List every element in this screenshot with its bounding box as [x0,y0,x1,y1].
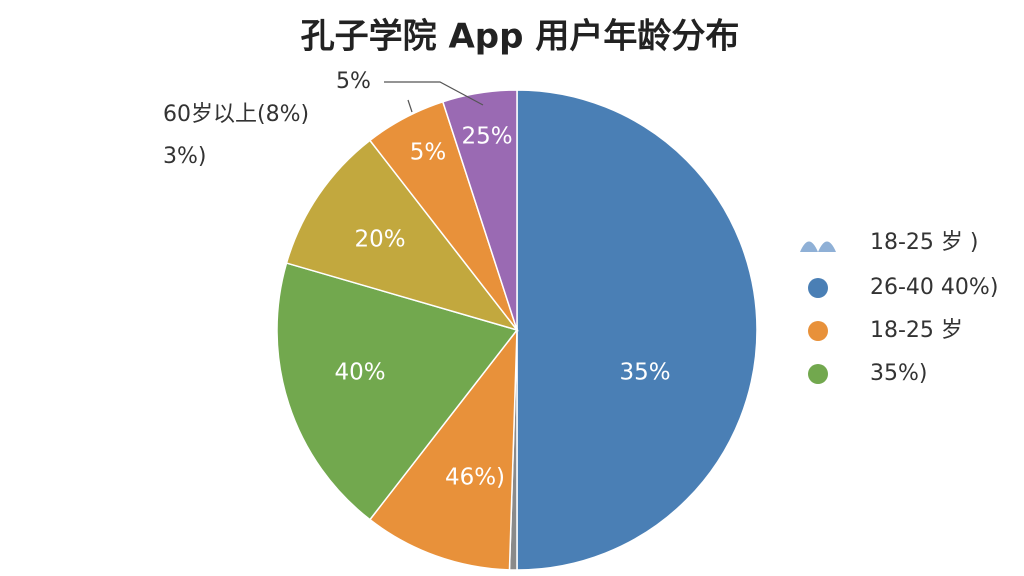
slice-label: 46%) [445,465,505,491]
leader-line [384,81,484,106]
legend-marker [808,321,828,341]
slice-label: 25% [461,124,512,150]
legend-label: 26-40 40%) [870,275,998,300]
annotation: 5% [336,69,371,94]
annotation: 3%) [163,144,206,169]
legend-label: 18-25 岁 ) [870,230,979,255]
legend-label: 18-25 岁 [870,318,963,343]
slice-label: 20% [354,227,405,253]
leader-line [407,99,413,113]
pie-slice [285,139,520,332]
legend-icon [800,241,836,252]
legend-marker [808,364,828,384]
pie-slice [368,327,518,571]
slice-label: 35% [619,360,670,386]
pie-slice [516,89,758,571]
legend-marker [808,278,828,298]
legend-label: 35%) [870,361,927,386]
chart-title: 孔子学院 App 用户年龄分布 [301,17,740,57]
slice-label: 40% [334,360,385,386]
pie-slice [441,89,518,331]
slice-label: 5% [410,140,447,166]
pie-slice [276,262,519,521]
annotation: 60岁以上(8%) [163,102,309,127]
